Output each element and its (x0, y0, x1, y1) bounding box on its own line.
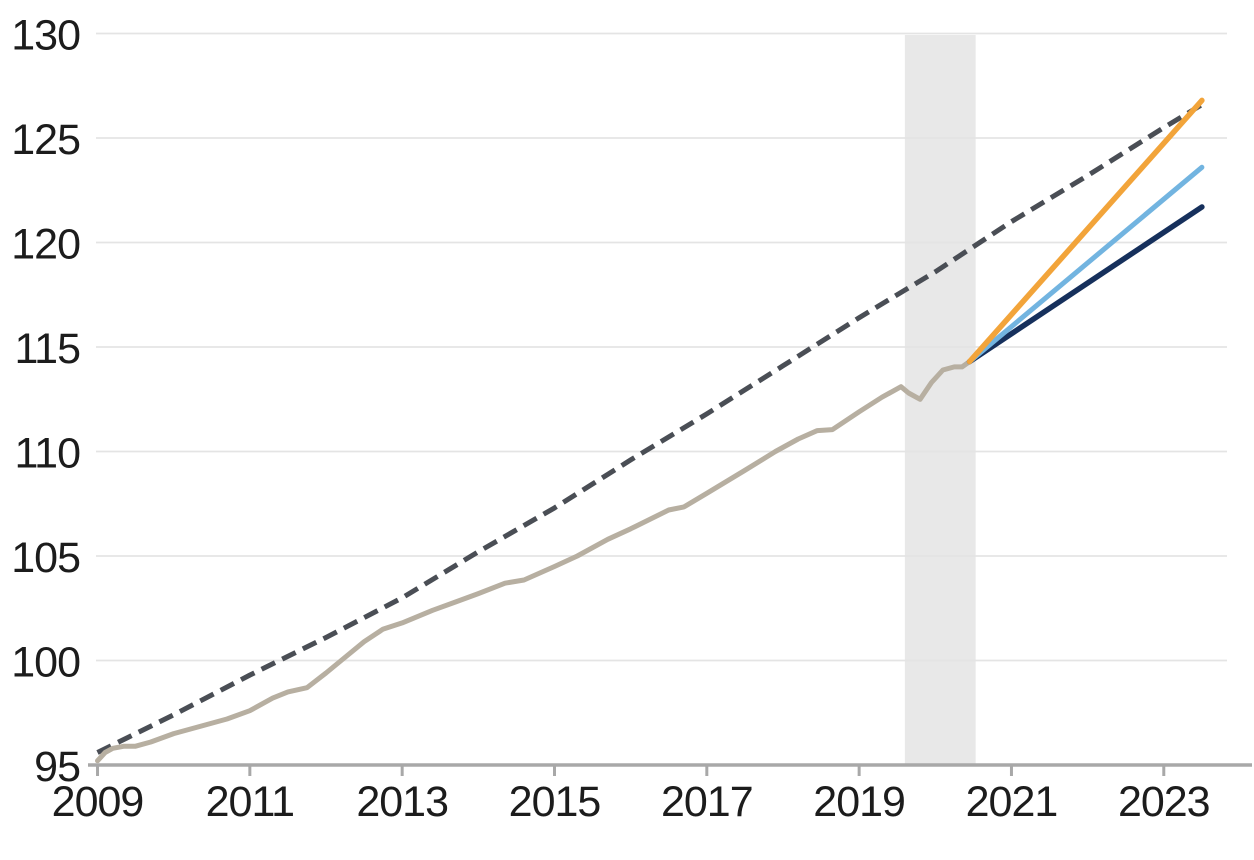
y-axis-label-120: 120 (11, 221, 80, 269)
y-axis-label-115: 115 (14, 325, 80, 373)
x-axis-label-2017: 2017 (661, 778, 753, 826)
series-projection-orange-line (966, 97, 1205, 365)
series-dashed-trend-line (96, 102, 1204, 755)
y-axis-label-125: 125 (11, 116, 80, 164)
x-axis-label-2019: 2019 (813, 778, 905, 826)
y-axis-label-105: 105 (11, 534, 80, 582)
y-axis-label-130: 130 (11, 12, 80, 60)
x-axis-label-2023: 2023 (1118, 778, 1210, 826)
y-axis-label-100: 100 (11, 639, 80, 687)
x-axis-label-2021: 2021 (966, 778, 1058, 826)
x-axis-label-2013: 2013 (356, 778, 448, 826)
x-axis-label-2015: 2015 (509, 778, 601, 826)
x-axis-label-2009: 2009 (52, 778, 144, 826)
recession-shaded-band (904, 35, 976, 765)
y-axis-label-95: 95 (34, 743, 80, 791)
y-axis-label-110: 110 (14, 430, 80, 478)
series-projection-dark-blue-line (966, 204, 1205, 365)
series-projection-light-blue-line (967, 164, 1205, 365)
x-axis-label-2011: 2011 (206, 778, 294, 826)
series-actual-history-line (95, 359, 973, 764)
